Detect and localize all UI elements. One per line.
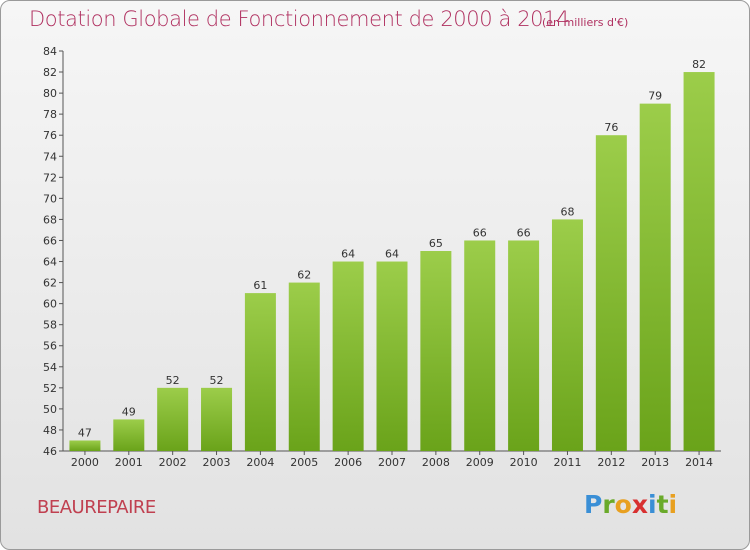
y-tick-label: 58: [43, 319, 57, 332]
x-tick-label: 2000: [71, 456, 99, 469]
x-tick-label: 2009: [466, 456, 494, 469]
bar-value-label: 76: [604, 121, 618, 134]
bar-value-label: 52: [166, 374, 180, 387]
bar: [157, 387, 189, 451]
bar-value-label: 79: [648, 90, 662, 103]
bar-value-label: 62: [297, 269, 311, 282]
bar: [639, 103, 671, 451]
x-tick-label: 2004: [246, 456, 274, 469]
y-tick-label: 68: [43, 213, 57, 226]
y-tick-label: 56: [43, 340, 57, 353]
y-tick-label: 50: [43, 403, 57, 416]
x-tick-label: 2003: [203, 456, 231, 469]
x-tick-label: 2005: [290, 456, 318, 469]
y-tick-label: 46: [43, 445, 57, 458]
bar: [420, 251, 452, 451]
bar: [69, 440, 101, 451]
y-tick-label: 74: [43, 150, 57, 163]
y-tick-label: 70: [43, 192, 57, 205]
x-tick-label: 2010: [510, 456, 538, 469]
bar-value-label: 49: [122, 405, 136, 418]
bar: [683, 72, 715, 451]
x-tick-label: 2013: [641, 456, 669, 469]
bar-value-label: 52: [210, 374, 224, 387]
x-tick-label: 2002: [159, 456, 187, 469]
logo-letter: r: [602, 490, 615, 519]
y-tick-label: 76: [43, 129, 57, 142]
bar: [595, 135, 627, 452]
bar-value-label: 47: [78, 426, 92, 439]
x-tick-label: 2011: [553, 456, 581, 469]
x-tick-label: 2008: [422, 456, 450, 469]
bar-value-label: 61: [253, 279, 267, 292]
y-tick-label: 72: [43, 171, 57, 184]
bar-value-label: 64: [341, 248, 355, 261]
y-tick-label: 66: [43, 234, 57, 247]
bar: [332, 261, 364, 451]
chart-subtitle: (en milliers d'€): [542, 16, 629, 29]
bar: [244, 293, 276, 451]
y-tick-label: 48: [43, 424, 57, 437]
bar: [376, 261, 408, 451]
x-tick-label: 2006: [334, 456, 362, 469]
logo-letter: i: [668, 490, 678, 519]
proxiti-logo: Proxiti: [584, 490, 677, 519]
bar: [551, 219, 583, 451]
logo-letter: x: [631, 490, 648, 519]
y-tick-label: 82: [43, 66, 57, 79]
bar-value-label: 82: [692, 58, 706, 71]
y-tick-label: 78: [43, 108, 57, 121]
bar-value-label: 68: [560, 205, 574, 218]
y-tick-label: 80: [43, 87, 57, 100]
x-tick-label: 2014: [685, 456, 713, 469]
y-tick-label: 64: [43, 256, 57, 269]
commune-name: BEAUREPAIRE: [37, 497, 156, 518]
y-tick-label: 52: [43, 382, 57, 395]
x-tick-label: 2012: [597, 456, 625, 469]
x-tick-label: 2001: [115, 456, 143, 469]
bar-value-label: 64: [385, 248, 399, 261]
bar: [113, 419, 145, 451]
y-tick-label: 84: [43, 45, 57, 58]
y-tick-label: 54: [43, 361, 57, 374]
bar: [201, 387, 233, 451]
y-tick-label: 60: [43, 298, 57, 311]
logo-letter: i: [648, 490, 657, 519]
logo-letter: o: [614, 490, 632, 519]
x-tick-label: 2007: [378, 456, 406, 469]
bar-value-label: 65: [429, 237, 443, 250]
bar: [288, 282, 320, 451]
chart-title: Dotation Globale de Fonctionnement de 20…: [29, 7, 570, 31]
bar-value-label: 66: [517, 226, 531, 239]
bar: [464, 240, 496, 451]
bar-value-label: 66: [473, 226, 487, 239]
logo-letter: t: [656, 490, 669, 519]
y-tick-label: 62: [43, 277, 57, 290]
bar: [508, 240, 540, 451]
logo-letter: P: [584, 490, 603, 519]
